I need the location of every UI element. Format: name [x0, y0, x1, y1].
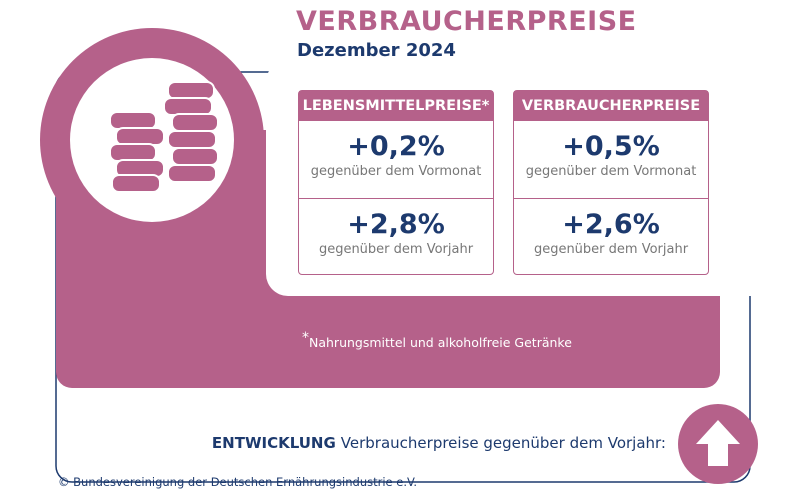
- footnote: *Nahrungsmittel und alkoholfreie Getränk…: [302, 330, 572, 350]
- trend-line: ENTWICKLUNG Verbraucherpreise gegenüber d…: [212, 434, 666, 452]
- copyright: © Bundesvereinigung der Deutschen Ernähr…: [58, 475, 418, 489]
- value: +0,2%: [347, 131, 445, 162]
- trend-text: Verbraucherpreise gegenüber dem Vorjahr:: [340, 434, 666, 452]
- cell: +2,6% gegenüber dem Vorjahr: [514, 198, 708, 275]
- footnote-marker: *: [302, 330, 309, 346]
- label: gegenüber dem Vormonat: [525, 164, 697, 179]
- panel-title: LEBENSMITTELPREISE*: [299, 91, 493, 121]
- cell: +0,5% gegenüber dem Vormonat: [514, 121, 708, 198]
- panel: LEBENSMITTELPREISE* +0,2% gegenüber dem V…: [298, 90, 494, 275]
- title: VERBRAUCHERPREISE: [296, 6, 637, 37]
- trend-label: ENTWICKLUNG: [211, 434, 336, 452]
- value: +2,8%: [347, 209, 445, 240]
- up-arrow: [696, 420, 740, 466]
- cell: +0,2% gegenüber dem Vormonat: [299, 121, 493, 198]
- label: gegenüber dem Vorjahr: [533, 242, 689, 257]
- value: +0,5%: [562, 131, 660, 162]
- subtitle: Dezember 2024: [297, 40, 456, 61]
- cell: +2,8% gegenüber dem Vorjahr: [299, 198, 493, 275]
- panel: VERBRAUCHERPREISE +0,5% gegenüber dem Vor…: [513, 90, 709, 275]
- footnote-text: Nahrungsmittel und alkoholfreie Getränke: [309, 335, 572, 351]
- coins-icon: [109, 81, 219, 193]
- label: gegenüber dem Vorjahr: [318, 242, 474, 257]
- label: gegenüber dem Vormonat: [310, 164, 482, 179]
- value: +2,6%: [562, 209, 660, 240]
- panel-title: VERBRAUCHERPREISE: [514, 91, 708, 121]
